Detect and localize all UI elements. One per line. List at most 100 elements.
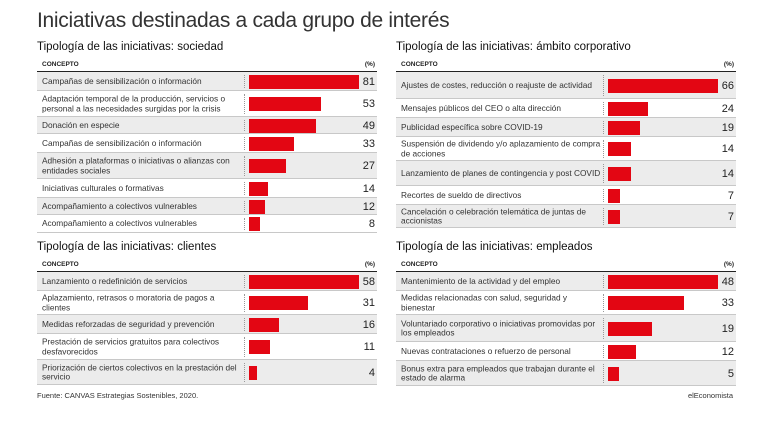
value-label: 27 — [362, 160, 375, 172]
bar — [608, 101, 648, 116]
value-label: 19 — [721, 121, 734, 134]
concept-header: CONCEPTO — [401, 61, 438, 68]
row-separator — [37, 359, 377, 360]
row-separator — [396, 314, 736, 315]
dotted-divider — [244, 120, 245, 131]
chart-row: Recortes de sueldo de directivos 7 — [396, 186, 736, 205]
chart-row: Priorización de ciertos colectivos en la… — [37, 360, 377, 385]
row-separator — [37, 333, 377, 334]
value-label: 14 — [721, 143, 734, 155]
value-label: 53 — [362, 98, 375, 110]
column-header: CONCEPTO (%) — [37, 261, 377, 271]
bar — [249, 296, 308, 310]
row-separator — [37, 152, 377, 153]
brand-credit: elEconomista — [687, 391, 733, 400]
category-label: Medidas relacionadas con salud, segurida… — [401, 292, 568, 312]
chart-row: Voluntariado corporativo o iniciativas p… — [396, 315, 736, 342]
bar — [608, 188, 620, 203]
dotted-divider — [603, 102, 604, 115]
value-label: 12 — [362, 200, 375, 213]
chart-row: Acompañamiento a colectivos vulnerables 8 — [37, 215, 377, 233]
category-label: Acompañamiento a colectivos vulnerables — [42, 218, 197, 229]
chart-row: Ajustes de costes, reducción o reajuste … — [396, 72, 736, 99]
chart-title: Tipología de las iniciativas: clientes — [37, 241, 217, 253]
chart-row: Cancelación o celebración telemática de … — [396, 205, 736, 228]
concept-header: CONCEPTO — [42, 261, 79, 268]
column-header: CONCEPTO (%) — [396, 61, 736, 71]
chart-row: Lanzamiento de planes de contingencia y … — [396, 161, 736, 186]
row-separator — [396, 360, 736, 361]
dotted-divider — [244, 275, 245, 288]
page-title: Iniciativas destinadas a cada grupo de i… — [37, 9, 450, 32]
value-label: 49 — [362, 119, 375, 132]
chart-title: Tipología de las iniciativas: sociedad — [37, 41, 224, 53]
chart-row: Bonus extra para empleados que trabajan … — [396, 361, 736, 386]
pct-header: (%) — [723, 261, 734, 268]
category-label: Campañas de sensibilización o informació… — [42, 75, 202, 86]
chart-row: Nuevas contrataciones o refuerzo de pers… — [396, 342, 736, 361]
row-separator — [396, 385, 736, 386]
value-label: 14 — [362, 182, 375, 195]
bar — [249, 317, 280, 332]
bar — [608, 120, 640, 135]
row-separator — [37, 290, 377, 291]
dotted-divider — [603, 294, 604, 312]
dotted-divider — [244, 318, 245, 331]
header-rule — [396, 271, 736, 272]
category-label: Mensajes públicos del CEO o alta direcci… — [401, 102, 562, 113]
value-label: 33 — [362, 137, 375, 150]
value-label: 19 — [721, 322, 734, 335]
category-label: Donación en especie — [42, 119, 120, 130]
row-separator — [396, 290, 736, 291]
dotted-divider — [603, 75, 604, 96]
dotted-divider — [244, 337, 245, 357]
dotted-divider — [244, 363, 245, 382]
pct-header: (%) — [364, 61, 375, 68]
bar — [608, 366, 620, 381]
bar — [249, 274, 359, 289]
category-label: Campañas de sensibilización o informació… — [42, 137, 202, 148]
chart-row: Adhesión a plataformas o iniciativas o a… — [37, 153, 377, 179]
category-label: Suspensión de dividendo y/o aplazamiento… — [401, 138, 601, 158]
dotted-divider — [244, 218, 245, 230]
category-label: Mantenimiento de la actividad y del empl… — [401, 275, 561, 286]
dotted-divider — [244, 182, 245, 195]
dotted-divider — [244, 201, 245, 212]
value-label: 12 — [721, 345, 734, 358]
dotted-divider — [244, 75, 245, 88]
row-separator — [37, 384, 377, 385]
row-separator — [396, 227, 736, 228]
category-label: Adaptación temporal de la producción, se… — [42, 93, 226, 113]
row-separator — [396, 98, 736, 99]
value-label: 16 — [362, 318, 375, 331]
concept-header: CONCEPTO — [401, 261, 438, 268]
row-separator — [37, 116, 377, 117]
chart-title: Tipología de las iniciativas: empleados — [396, 241, 593, 253]
pct-header: (%) — [723, 61, 734, 68]
chart-row: Mensajes públicos del CEO o alta direcci… — [396, 99, 736, 118]
column-header: CONCEPTO (%) — [37, 61, 377, 71]
category-label: Aplazamiento, retrasos o moratoria de pa… — [42, 292, 215, 312]
value-label: 33 — [721, 297, 734, 309]
category-label: Publicidad específica sobre COVID-19 — [401, 121, 543, 132]
chart-row: Mantenimiento de la actividad y del empl… — [396, 272, 736, 291]
bar — [249, 118, 316, 133]
chart-row: Acompañamiento a colectivos vulnerables 1… — [37, 198, 377, 215]
value-label: 58 — [362, 275, 375, 288]
row-separator — [37, 214, 377, 215]
bar — [249, 136, 294, 151]
row-separator — [37, 178, 377, 179]
chart-row: Lanzamiento o redefinición de servicios 5… — [37, 272, 377, 291]
value-label: 7 — [727, 189, 734, 202]
chart-row: Campañas de sensibilización o informació… — [37, 134, 377, 153]
value-label: 11 — [363, 341, 375, 353]
category-label: Voluntariado corporativo o iniciativas p… — [401, 317, 596, 338]
chart-row: Aplazamiento, retrasos o moratoria de pa… — [37, 291, 377, 315]
category-label: Acompañamiento a colectivos vulnerables — [42, 200, 197, 211]
dotted-divider — [603, 164, 604, 183]
chart-row: Campañas de sensibilización o informació… — [37, 72, 377, 91]
row-separator — [37, 314, 377, 315]
bar — [249, 340, 270, 354]
row-separator — [396, 185, 736, 186]
dotted-divider — [244, 137, 245, 150]
